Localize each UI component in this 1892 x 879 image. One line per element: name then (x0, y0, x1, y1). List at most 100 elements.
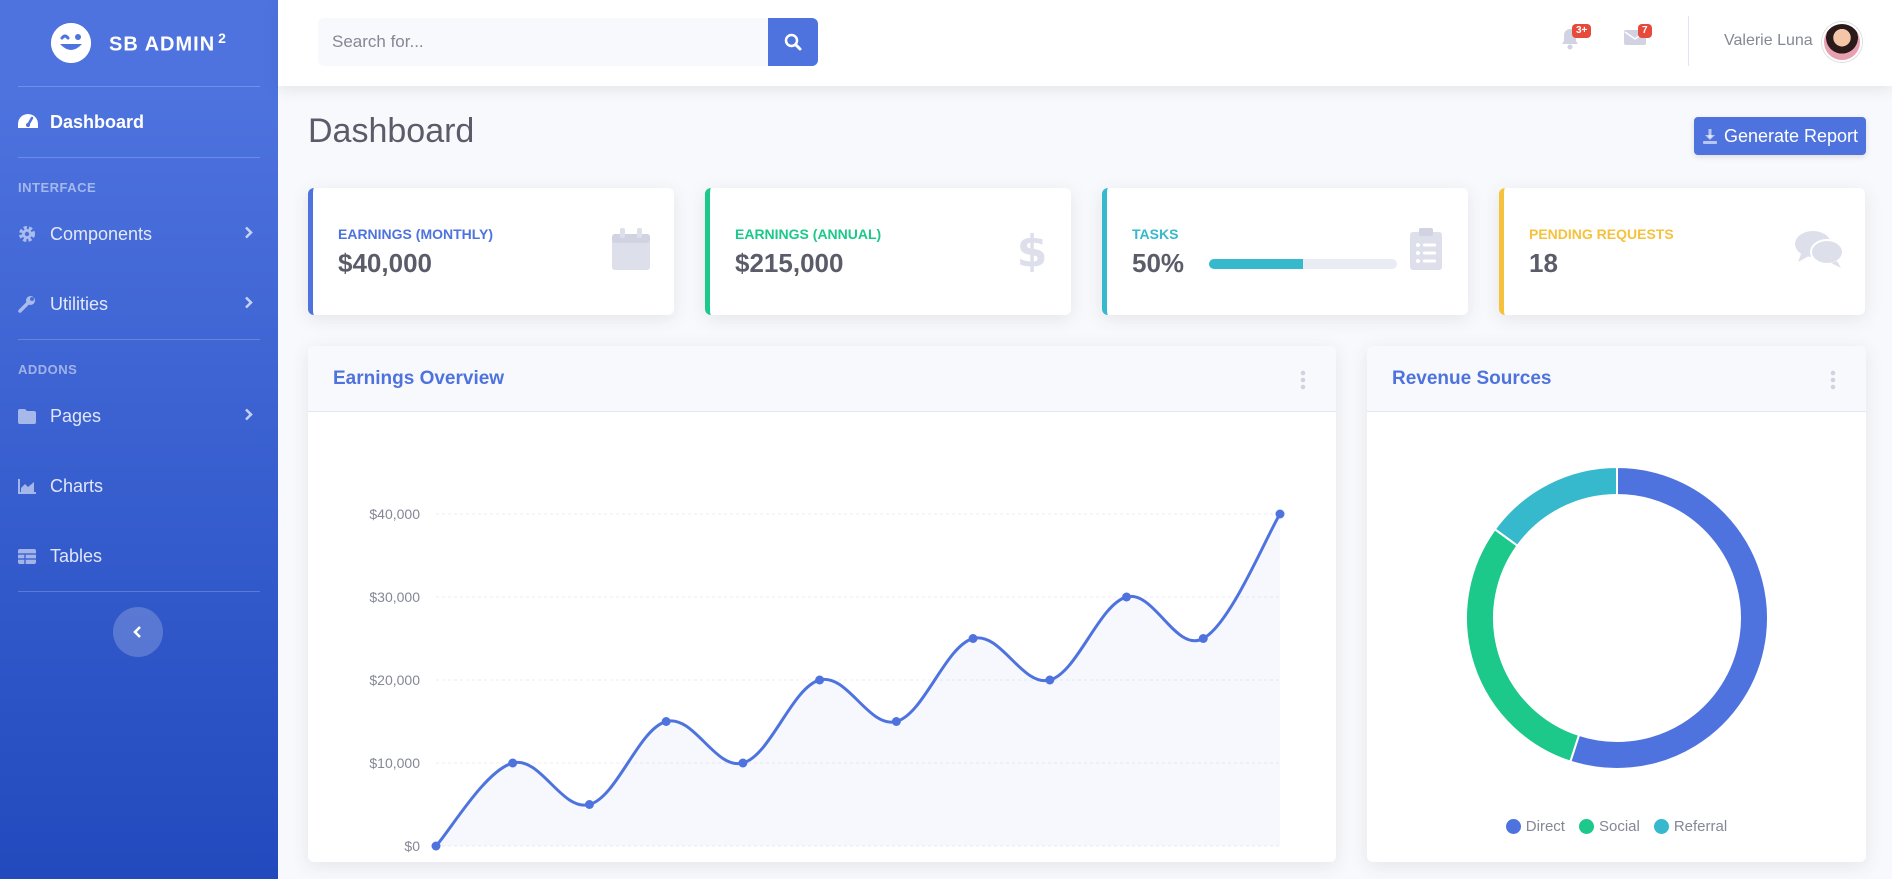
brand-name: SB ADMIN 2 (109, 29, 227, 56)
earnings-line-chart: $0 $10,000 $20,000 $30,000 $40,000 Jan Mar May J… (369, 506, 1285, 862)
sidebar-item-utilities[interactable]: Utilities (0, 269, 278, 339)
sidebar-item-charts[interactable]: Charts (0, 451, 278, 521)
sidebar-item-label: Charts (50, 475, 104, 496)
series-area (436, 514, 1280, 846)
sidebar-divider (18, 157, 260, 158)
data-point[interactable] (738, 758, 748, 768)
legend-item-social[interactable]: Social (1578, 818, 1640, 835)
data-point[interactable] (968, 634, 978, 643)
sidebar-divider (18, 591, 260, 592)
donut-slice-direct[interactable] (1569, 465, 1769, 770)
sidebar-divider (18, 339, 260, 340)
legend-dot (1505, 819, 1521, 834)
legend-item-referral[interactable]: Referral (1653, 818, 1727, 835)
chevron-left-icon (133, 626, 141, 638)
stat-value: 50% (1132, 248, 1185, 278)
sidebar-item-label: Pages (50, 405, 102, 426)
more-options-icon[interactable] (1830, 370, 1836, 395)
stat-value: $215,000 (735, 248, 844, 278)
x-tick-label: May (730, 859, 756, 862)
panel-title: Earnings Overview (333, 367, 505, 389)
y-tick-label: $30,000 (369, 589, 420, 605)
sidebar-toggle-button[interactable] (113, 607, 163, 657)
data-point[interactable] (1275, 509, 1285, 519)
legend-dot (1578, 819, 1594, 834)
clipboard-list-icon (1410, 228, 1442, 275)
donut-slice-social[interactable] (1465, 527, 1581, 763)
generate-report-button[interactable]: Generate Report (1694, 117, 1866, 155)
stat-label: PENDING REQUESTS (1529, 226, 1674, 242)
folder-icon (18, 408, 50, 424)
sidebar-brand[interactable]: SB ADMIN 2 (0, 0, 278, 86)
data-point[interactable] (891, 717, 901, 726)
stat-label: EARNINGS (MONTHLY) (338, 226, 494, 242)
messages-button[interactable]: 7 (1624, 24, 1652, 51)
revenue-sources-header: Revenue Sources (1367, 346, 1866, 412)
data-point[interactable] (1045, 675, 1055, 685)
stat-value: $40,000 (338, 248, 432, 278)
legend-dot (1653, 819, 1669, 834)
alerts-button[interactable]: 3+ (1560, 24, 1592, 55)
alerts-badge: 3+ (1572, 24, 1592, 38)
revenue-donut-chart (1465, 465, 1769, 770)
data-point[interactable] (584, 800, 594, 809)
chevron-right-icon (244, 406, 254, 427)
sidebar: SB ADMIN 2 Dashboard INTERFACE Components… (0, 0, 278, 879)
search-icon (784, 33, 802, 51)
sidebar-heading-interface: INTERFACE (18, 180, 97, 195)
stat-value: 18 (1529, 248, 1558, 278)
sidebar-heading-addons: ADDONS (18, 362, 78, 377)
data-point[interactable] (431, 841, 441, 851)
sidebar-item-dashboard[interactable]: Dashboard (0, 87, 278, 157)
stat-card-earnings-annual: EARNINGS (ANNUAL) $215,000 $ (705, 188, 1071, 315)
tasks-progress-bar (1209, 259, 1397, 269)
earnings-overview-panel: Earnings Overview $0 $10,000 $20,000 $30,00… (308, 346, 1336, 862)
sidebar-item-pages[interactable]: Pages (0, 381, 278, 451)
y-tick-label: $20,000 (369, 672, 420, 688)
donut-legend: Direct Social Referral (1367, 818, 1866, 835)
data-point[interactable] (815, 675, 825, 685)
donut-slice-referral[interactable] (1493, 465, 1618, 548)
more-options-icon[interactable] (1300, 370, 1306, 395)
laugh-wink-icon (51, 23, 92, 63)
topbar: 3+ 7 Valerie Luna (278, 0, 1892, 86)
generate-report-label: Generate Report (1723, 125, 1859, 146)
stat-card-pending-requests: PENDING REQUESTS 18 (1499, 188, 1865, 315)
legend-label: Social (1598, 818, 1640, 835)
chart-area-icon (18, 478, 50, 494)
avatar[interactable] (1822, 22, 1862, 62)
wrench-icon (18, 295, 50, 313)
x-tick-label: Jan (425, 859, 448, 862)
user-name[interactable]: Valerie Luna (1724, 32, 1813, 49)
tasks-progress-fill (1209, 259, 1303, 269)
table-icon (18, 548, 50, 564)
panel-title: Revenue Sources (1392, 367, 1552, 389)
download-icon (1702, 129, 1717, 144)
stat-card-earnings-monthly: EARNINGS (MONTHLY) $40,000 (308, 188, 674, 315)
data-point[interactable] (1198, 634, 1208, 643)
messages-badge: 7 (1638, 24, 1652, 38)
chevron-right-icon (244, 224, 254, 245)
comments-icon (1795, 230, 1844, 273)
data-point[interactable] (661, 717, 671, 726)
stat-card-tasks: TASKS 50% (1102, 188, 1468, 315)
search-input[interactable] (318, 18, 768, 66)
tachometer-icon (18, 114, 50, 130)
calendar-icon (612, 228, 650, 275)
chevron-right-icon (244, 294, 254, 315)
legend-label: Direct (1525, 818, 1565, 835)
sidebar-divider (18, 86, 260, 87)
data-point[interactable] (1122, 592, 1132, 602)
y-tick-label: $0 (404, 838, 420, 854)
sidebar-item-tables[interactable]: Tables (0, 521, 278, 591)
data-point[interactable] (508, 758, 518, 768)
x-tick-label: Nov (1191, 859, 1216, 862)
sidebar-item-components[interactable]: Components (0, 199, 278, 269)
search-button[interactable] (768, 18, 818, 66)
stat-label: EARNINGS (ANNUAL) (735, 226, 882, 242)
sidebar-item-label: Tables (50, 545, 103, 566)
y-tick-label: $40,000 (369, 506, 420, 522)
x-tick-label: Sep (1037, 859, 1062, 862)
page-title: Dashboard (308, 112, 475, 150)
legend-item-direct[interactable]: Direct (1505, 818, 1565, 835)
